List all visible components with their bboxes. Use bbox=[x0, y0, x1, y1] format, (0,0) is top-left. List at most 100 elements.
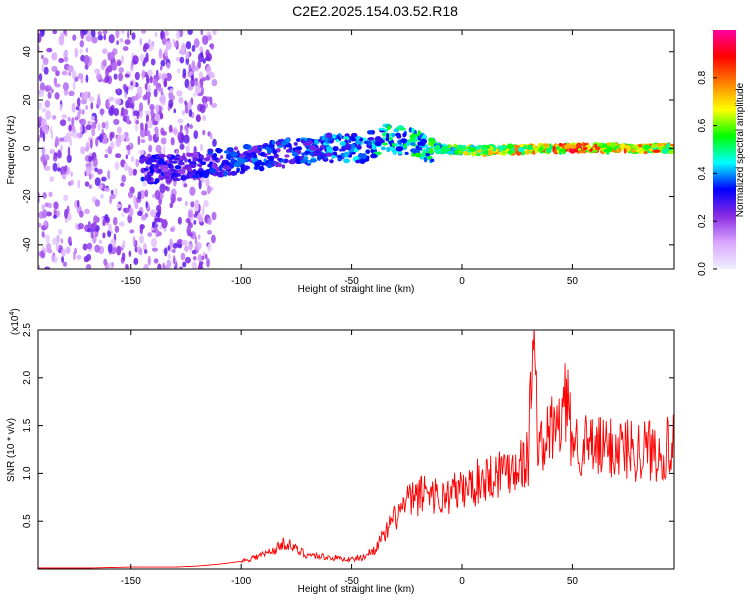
heatmap-cell bbox=[63, 56, 69, 63]
heatmap-cell bbox=[103, 187, 111, 192]
heatmap-cell bbox=[138, 235, 144, 245]
heatmap-cell bbox=[165, 177, 173, 184]
heatmap-cell bbox=[497, 145, 502, 149]
heatmap-cell bbox=[76, 97, 81, 108]
heatmap-cell bbox=[133, 110, 140, 117]
heatmap-cell bbox=[231, 152, 239, 157]
heatmap-cell bbox=[409, 142, 416, 146]
heatmap-cell bbox=[132, 235, 136, 246]
heatmap-cell bbox=[85, 74, 89, 83]
heatmap-cell bbox=[266, 147, 273, 154]
snr-y-label: SNR (10 * v/v) bbox=[6, 418, 17, 482]
heatmap-cell bbox=[144, 122, 148, 133]
heatmap-cell bbox=[110, 131, 115, 139]
heatmap-cell bbox=[42, 57, 49, 66]
heatmap-y-label: Frequency (Hz) bbox=[6, 116, 17, 185]
heatmap-cell bbox=[176, 197, 183, 202]
heatmap-cell bbox=[123, 162, 129, 172]
heatmap-cell bbox=[115, 30, 120, 39]
heatmap-cell bbox=[482, 150, 489, 155]
heatmap-cell bbox=[61, 70, 68, 76]
heatmap-cell bbox=[144, 110, 152, 115]
heatmap-cell bbox=[172, 176, 178, 182]
heatmap-cell bbox=[85, 264, 92, 269]
heatmap-cell bbox=[39, 132, 44, 139]
heatmap-cell bbox=[665, 146, 673, 151]
heatmap-cell bbox=[121, 244, 126, 249]
heatmap-cell bbox=[169, 88, 174, 94]
heatmap-cell bbox=[126, 264, 129, 269]
heatmap-cell bbox=[155, 144, 162, 154]
heatmap-cell bbox=[93, 157, 98, 168]
heatmap-cell bbox=[159, 183, 166, 194]
heatmap-cell bbox=[219, 164, 223, 170]
heatmap-cell bbox=[161, 36, 167, 46]
heatmap-cell bbox=[189, 124, 193, 130]
heatmap-cell bbox=[367, 140, 372, 146]
heatmap-cell bbox=[113, 73, 118, 80]
heatmap-cell bbox=[67, 212, 72, 221]
x-tick-label: -100 bbox=[231, 576, 251, 587]
heatmap-cell bbox=[201, 205, 205, 216]
heatmap-cell bbox=[201, 95, 208, 105]
heatmap-cell bbox=[146, 130, 151, 137]
heatmap-cell bbox=[128, 167, 134, 177]
heatmap-cell bbox=[348, 138, 352, 144]
heatmap-cell bbox=[223, 170, 228, 177]
heatmap-cell bbox=[178, 49, 183, 54]
heatmap-cell bbox=[107, 52, 111, 58]
heatmap-cell bbox=[49, 176, 55, 183]
heatmap-cell bbox=[154, 189, 161, 200]
heatmap-cell bbox=[179, 56, 185, 64]
x-tick-label: -50 bbox=[344, 576, 359, 587]
heatmap-cell bbox=[44, 219, 48, 227]
heatmap-cell bbox=[347, 154, 353, 158]
heatmap-cell bbox=[147, 180, 155, 185]
heatmap-cell bbox=[181, 42, 187, 52]
heatmap-cell bbox=[643, 144, 651, 150]
heatmap-cell bbox=[152, 78, 158, 86]
snr-x-axis: -150 -100 -50 0 50 bbox=[121, 330, 578, 587]
heatmap-cell bbox=[199, 46, 204, 53]
heatmap-cell bbox=[203, 157, 211, 162]
heatmap-cell bbox=[125, 154, 129, 160]
heatmap-cell bbox=[353, 156, 360, 160]
heatmap-cell bbox=[151, 221, 155, 229]
heatmap-cell bbox=[177, 161, 185, 166]
heatmap-cell bbox=[194, 199, 200, 209]
heatmap-cell bbox=[268, 143, 275, 150]
heatmap-cell bbox=[93, 215, 99, 224]
heatmap-x-axis: -150 -100 -50 0 50 bbox=[121, 30, 578, 287]
heatmap-cell bbox=[46, 248, 53, 254]
heatmap-cell bbox=[67, 236, 72, 245]
heatmap-cell bbox=[213, 157, 219, 161]
heatmap-cell bbox=[207, 243, 212, 252]
heatmap-cell bbox=[207, 150, 213, 155]
colorbar-label: Normalized spectral amplitude bbox=[735, 82, 746, 217]
heatmap-cell bbox=[43, 66, 49, 75]
heatmap-cell bbox=[140, 30, 147, 34]
heatmap-cell bbox=[350, 137, 357, 142]
heatmap-cell bbox=[43, 248, 47, 253]
heatmap-cell bbox=[51, 254, 55, 262]
heatmap-cell bbox=[174, 261, 178, 269]
heatmap-cell bbox=[53, 214, 57, 219]
heatmap-cell bbox=[339, 141, 346, 146]
heatmap-cell bbox=[184, 107, 189, 114]
heatmap-cell bbox=[188, 64, 192, 72]
heatmap-cell bbox=[58, 35, 65, 46]
heatmap-cell bbox=[653, 149, 661, 153]
heatmap-cell bbox=[104, 214, 109, 221]
heatmap-cell bbox=[534, 147, 538, 154]
heatmap-cell bbox=[532, 143, 536, 149]
snr-series-line bbox=[38, 330, 674, 569]
heatmap-cell bbox=[145, 159, 153, 165]
heatmap-cell bbox=[519, 144, 525, 148]
heatmap-plot-frame bbox=[37, 29, 675, 270]
heatmap-cell bbox=[110, 141, 115, 150]
heatmap-cell bbox=[77, 222, 85, 230]
heatmap-cell bbox=[87, 227, 92, 233]
heatmap-cell bbox=[329, 159, 334, 164]
heatmap-cell bbox=[109, 195, 113, 204]
heatmap-cell bbox=[147, 255, 151, 266]
